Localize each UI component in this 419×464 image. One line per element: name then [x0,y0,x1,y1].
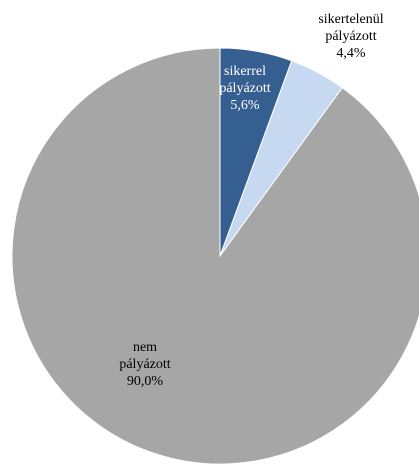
slice-value-2: 4,4% [336,46,366,61]
slice-value-3: 90,0% [127,374,164,389]
slice-label-line: nem [133,340,157,355]
slice-label-line: pályázott [325,29,376,44]
slice-label-line: sikertelenül [318,12,383,27]
slice-label-line: pályázott [119,357,170,372]
pie-slice-3 [11,47,419,464]
slice-label-line: sikerrel [224,64,266,79]
slice-label-line: pályázott [219,81,270,96]
slice-label-3: nem pályázott 90,0% [119,340,170,389]
slice-label-2: sikertelenül pályázott 4,4% [318,12,383,61]
slice-label-1: sikerrel pályázott 5,6% [219,64,270,113]
slice-value-1: 5,6% [230,98,260,113]
